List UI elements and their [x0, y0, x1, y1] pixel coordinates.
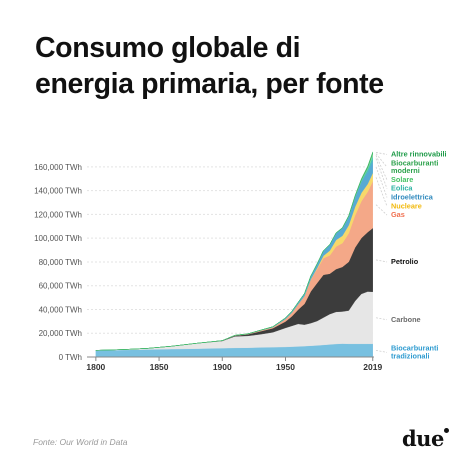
series-label: Petrolio [391, 257, 419, 266]
y-tick-label: 60,000 TWh [39, 282, 82, 291]
chart-title-line-1: Consumo globale di [35, 32, 301, 64]
series-label: Nucleare [391, 201, 422, 210]
series-label: Altre rinnovabili [391, 150, 447, 159]
logo-dot-icon [443, 428, 449, 433]
y-tick-label: 20,000 TWh [39, 329, 82, 338]
series-label: Idroelettrica [391, 193, 434, 202]
y-tick-label: 160,000 TWh [34, 163, 82, 172]
y-tick-label: 100,000 TWh [34, 234, 82, 243]
label-leader-line [375, 177, 388, 207]
x-tick-label: 1950 [276, 362, 295, 372]
source-note: Fonte: Our World in Data [33, 437, 128, 447]
x-tick-label: 2019 [363, 362, 382, 372]
brand-logo-text: due [402, 426, 444, 451]
series-label: Biocarburanti [391, 158, 438, 167]
y-tick-label: 0 TWh [59, 353, 82, 362]
label-leader-line [375, 153, 388, 168]
label-leader-line [375, 152, 388, 155]
y-tick-label: 80,000 TWh [39, 258, 82, 267]
series-label: Biocarburanti [391, 344, 438, 353]
label-leader-line [375, 158, 388, 189]
brand-logo: due [402, 426, 449, 451]
series-label: moderni [391, 166, 420, 175]
y-tick-label: 120,000 TWh [34, 210, 82, 219]
label-leader-line [375, 259, 388, 263]
label-leader-line [375, 204, 388, 216]
x-tick-label: 1900 [213, 362, 232, 372]
label-leader-line [375, 166, 388, 198]
x-tick-label: 1800 [86, 362, 105, 372]
y-tick-label: 40,000 TWh [39, 305, 82, 314]
x-tick-label: 1850 [150, 362, 169, 372]
series-label: Eolica [391, 184, 413, 193]
series-label: Gas [391, 210, 405, 219]
area-altre-rinnovabili [95, 151, 373, 351]
y-tick-label: 140,000 TWh [34, 187, 82, 196]
chart-title: Consumo globale di energia primaria, per… [35, 30, 455, 102]
series-label: Solare [391, 175, 413, 184]
label-leader-line [375, 155, 388, 181]
series-label: Carbone [391, 315, 421, 324]
label-leader-line [375, 317, 388, 321]
series-label: tradizionali [391, 351, 430, 360]
chart-title-line-2: energia primaria, per fonte [35, 68, 384, 100]
label-leader-line [375, 350, 388, 353]
